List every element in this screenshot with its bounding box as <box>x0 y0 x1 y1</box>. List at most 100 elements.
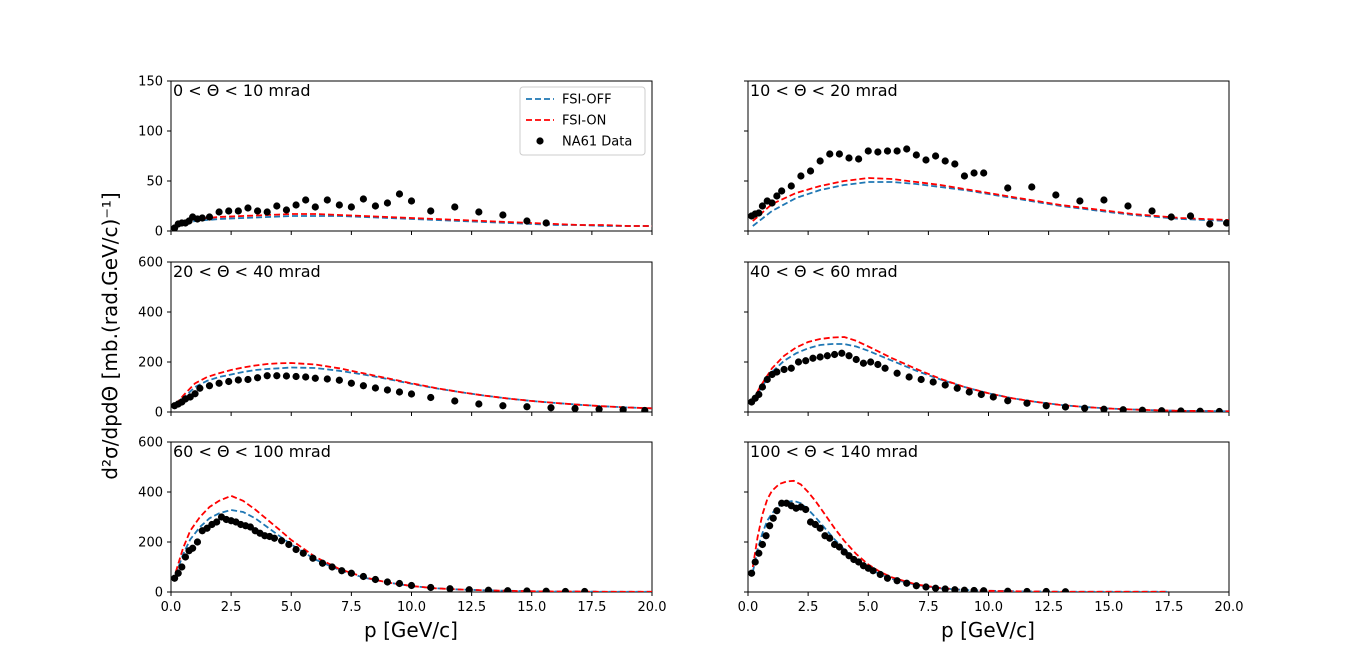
data-point <box>215 208 223 216</box>
data-point <box>547 404 555 412</box>
y-tick-label: 200 <box>138 356 163 371</box>
data-point <box>929 378 937 386</box>
data-point <box>225 207 233 215</box>
data-point <box>311 374 319 382</box>
series-fsi-off-line <box>752 181 1229 227</box>
data-point <box>383 199 392 207</box>
data-point <box>198 214 206 222</box>
data-point <box>912 151 920 159</box>
data-point <box>758 540 767 549</box>
data-point <box>359 195 367 203</box>
data-point <box>1004 184 1012 192</box>
data-point <box>980 587 988 592</box>
data-point <box>826 150 834 158</box>
data-point <box>499 211 507 219</box>
data-point <box>859 359 868 367</box>
data-point <box>292 201 300 209</box>
series-fsi-on-line <box>752 177 1229 222</box>
data-point <box>816 353 824 361</box>
data-point <box>407 581 416 590</box>
data-point <box>797 172 805 180</box>
data-point <box>751 558 759 566</box>
x-tick-label: 2.5 <box>798 600 819 615</box>
data-point <box>383 578 392 586</box>
panel-angle-label: 0 < Θ < 10 mrad <box>173 81 311 100</box>
series-fsi-on-line <box>752 336 1229 412</box>
data-point <box>191 390 199 398</box>
plot-frame <box>170 441 653 593</box>
series-na61-data <box>171 513 589 592</box>
data-point <box>178 563 186 571</box>
data-point <box>787 364 795 372</box>
legend: FSI-OFF FSI-ON NA61 Data <box>519 86 646 156</box>
data-point <box>977 390 985 399</box>
data-point <box>1186 212 1195 220</box>
data-point <box>762 532 770 540</box>
data-point <box>302 196 310 204</box>
data-point <box>253 374 262 382</box>
series-na61-data <box>748 145 1229 228</box>
plot-area <box>748 479 1169 592</box>
data-point <box>893 147 901 155</box>
data-point <box>1004 397 1012 405</box>
data-point <box>215 379 223 387</box>
data-point <box>338 567 346 575</box>
data-point <box>922 583 930 591</box>
x-tick-label: 5.0 <box>281 600 302 615</box>
y-tick-label: 600 <box>138 436 163 451</box>
x-axis-title-left: p [GeV/c] <box>364 618 458 642</box>
data-point <box>395 388 404 396</box>
legend-entry-label: FSI-ON <box>562 114 606 129</box>
data-point <box>465 586 473 592</box>
y-tick-label: 600 <box>138 256 163 271</box>
series-fsi-on-line <box>175 213 652 227</box>
data-point <box>234 207 242 215</box>
data-point <box>953 384 961 392</box>
data-point <box>1042 402 1050 410</box>
data-point <box>171 574 179 582</box>
data-point <box>748 569 756 577</box>
data-point <box>542 219 550 227</box>
data-point <box>299 549 307 557</box>
data-point <box>823 352 831 360</box>
data-point <box>395 190 404 198</box>
data-point <box>292 372 300 381</box>
data-point <box>1028 183 1036 191</box>
data-point <box>960 586 969 592</box>
panel-angle-label: 100 < Θ < 140 mrad <box>750 442 918 461</box>
data-point <box>1100 405 1108 412</box>
data-point <box>302 373 310 381</box>
plot-area <box>748 336 1229 412</box>
data-point <box>826 534 834 542</box>
data-point <box>855 155 863 163</box>
data-point <box>773 192 781 200</box>
data-point <box>395 579 404 588</box>
x-tick-label: 17.5 <box>1154 600 1183 615</box>
data-point <box>273 372 281 380</box>
plot-frame <box>747 261 1230 413</box>
series-na61-data <box>748 499 1070 592</box>
data-point <box>523 217 531 225</box>
data-point <box>323 196 331 204</box>
data-point <box>809 354 817 362</box>
data-point <box>755 549 763 557</box>
data-point <box>917 375 925 384</box>
data-point <box>835 543 843 551</box>
data-point <box>244 375 252 384</box>
data-point <box>1023 399 1031 407</box>
series-fsi-on-line <box>175 362 652 410</box>
panel-angle-label: 20 < Θ < 40 mrad <box>173 262 321 281</box>
data-point <box>1061 588 1070 592</box>
data-point <box>835 150 843 158</box>
data-point <box>359 572 367 581</box>
data-point <box>769 514 777 522</box>
data-point <box>980 169 988 177</box>
data-point <box>244 204 252 212</box>
y-tick-label: 0 <box>155 406 163 421</box>
data-point <box>407 197 416 205</box>
data-point <box>912 582 920 590</box>
data-point <box>766 522 774 530</box>
y-tick-label: 50 <box>146 175 163 190</box>
data-point <box>427 393 435 402</box>
data-point <box>845 352 853 360</box>
